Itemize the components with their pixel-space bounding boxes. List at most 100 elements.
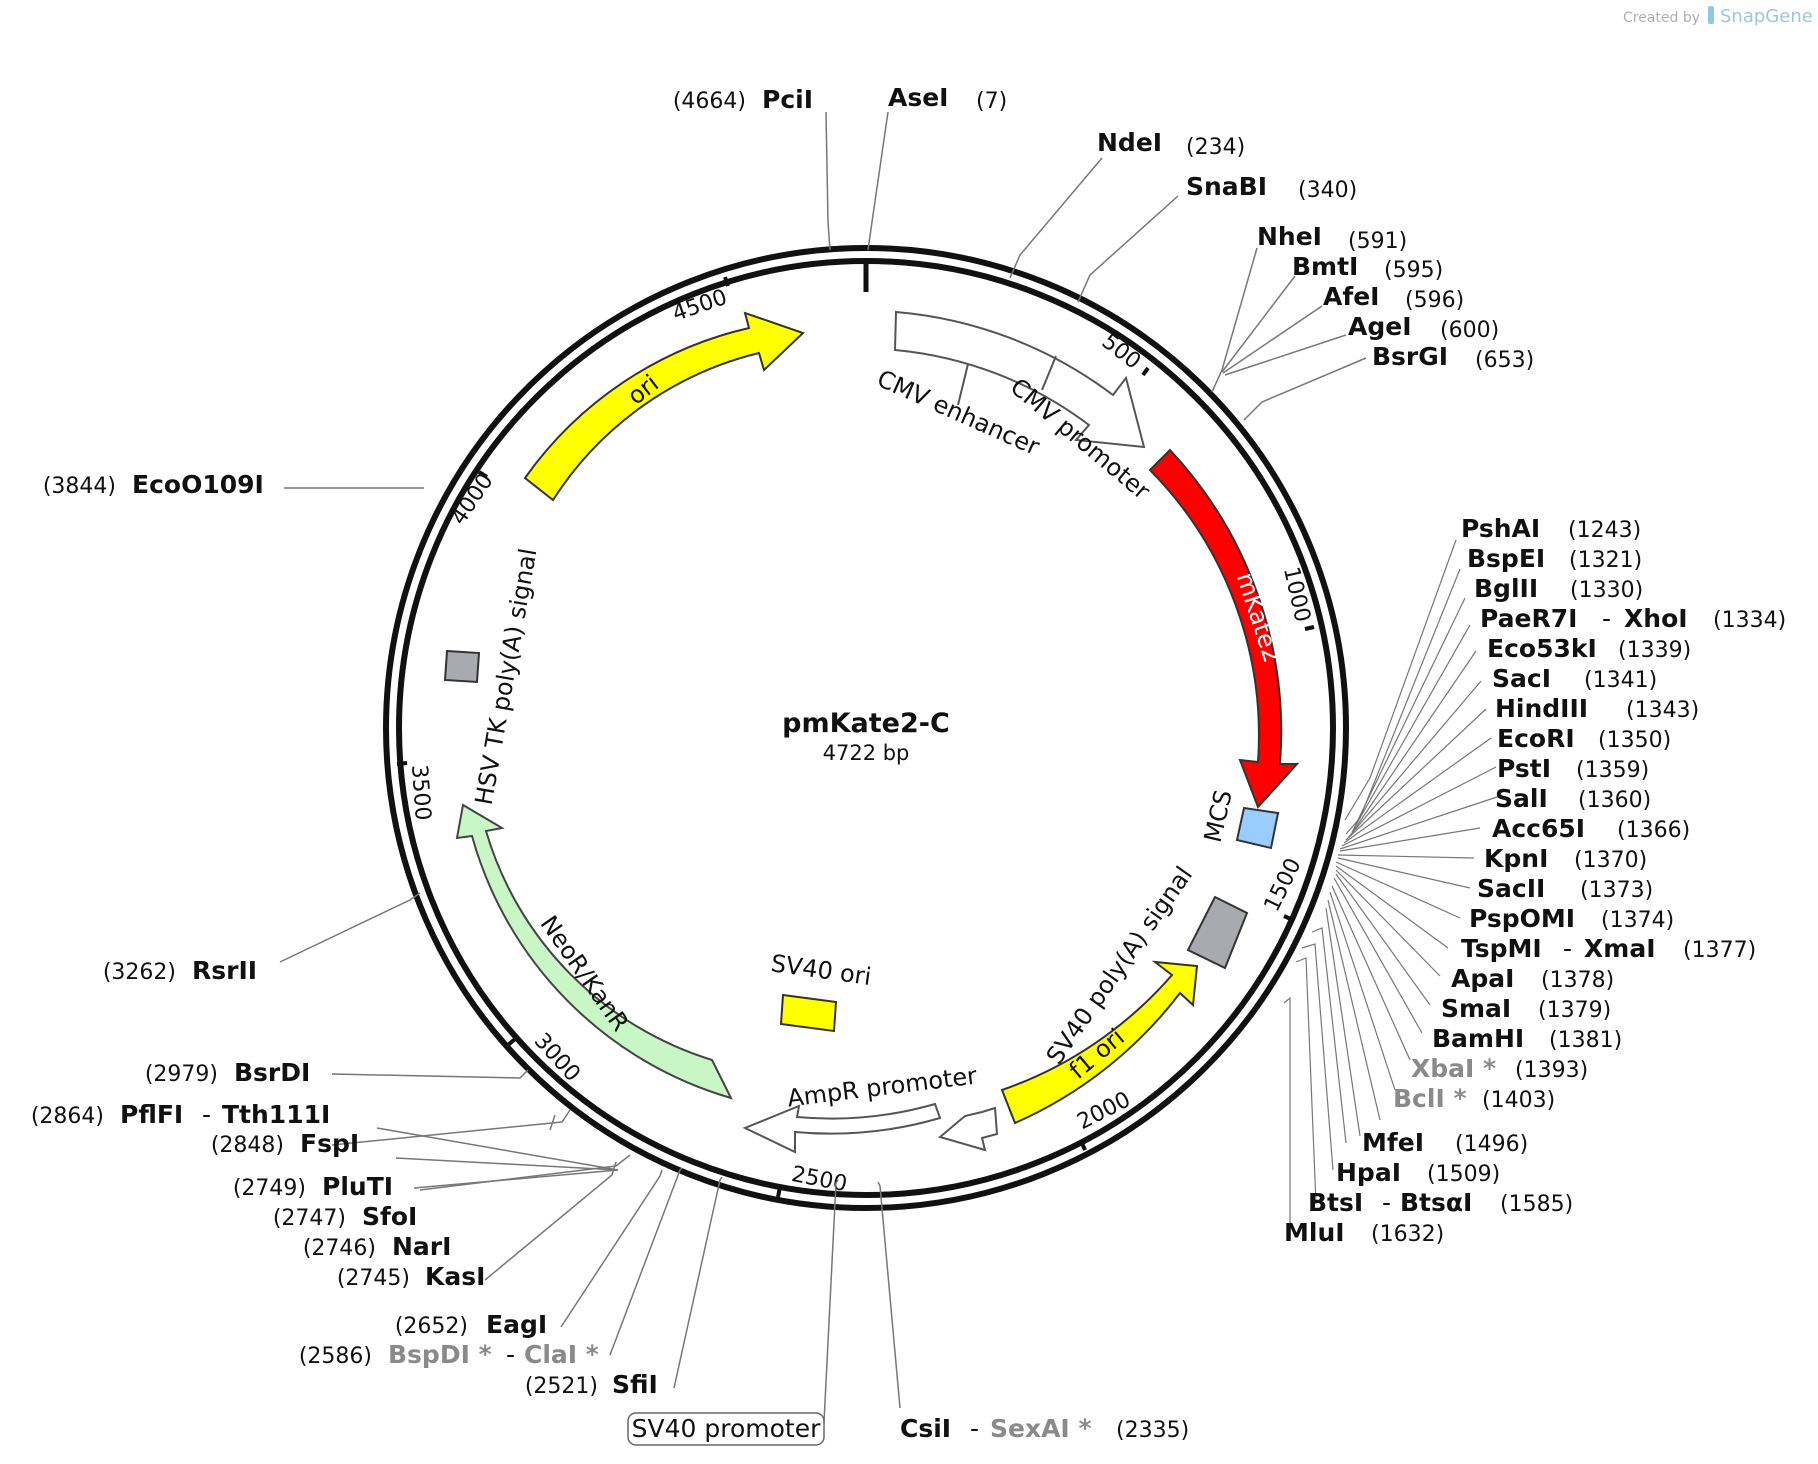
enzyme-hpai[interactable]: HpaI [1336,1158,1401,1187]
leader-snabi [1077,195,1179,303]
enzyme-psti[interactable]: PstI [1497,754,1551,783]
enzyme-fspi[interactable]: FspI [300,1129,359,1158]
separator-bspdi: - [506,1340,515,1369]
pos-eco0109i: (3844) [43,474,116,499]
feature-neor-arrow[interactable] [455,803,733,1100]
pos-bcli: (1403) [1482,1088,1555,1113]
enzyme-eagi[interactable]: EagI [486,1310,547,1339]
pos-paer7i: (1334) [1713,608,1786,633]
enzyme-nhei[interactable]: NheI [1257,222,1322,251]
tick-label-3500: 3500 [406,764,435,822]
feature-label-box-sv40-promoter [627,1412,825,1446]
enzyme-apai[interactable]: ApaI [1451,964,1514,993]
enzyme-eco0109i[interactable]: EcoO109I [132,470,264,499]
pos-bamhi: (1381) [1549,1028,1622,1053]
pos-fspi: (2848) [211,1133,284,1158]
enzyme-kpni[interactable]: KpnI [1484,844,1548,873]
feature-mcs-box[interactable] [1235,806,1280,850]
pos-bglii: (1330) [1570,578,1643,603]
leader-ndei [1009,157,1103,279]
enzyme-bspdi[interactable]: BspDI * [388,1340,492,1369]
pos-psti: (1359) [1576,758,1649,783]
enzyme-tth111i[interactable]: Tth111I [222,1100,330,1129]
enzyme-csii[interactable]: CsiI [900,1414,951,1443]
enzyme-kasi[interactable]: KasI [425,1262,485,1291]
pos-mlui: (1632) [1371,1222,1444,1247]
feature-f1-ori-arrow[interactable] [1000,960,1199,1125]
enzyme-mlui[interactable]: MluI [1284,1218,1345,1247]
enzyme-bcli[interactable]: BclI * [1393,1084,1467,1113]
pos-hpai: (1509) [1427,1162,1500,1187]
pos-afei: (596) [1405,288,1464,313]
credit-prefix: Created by [1623,10,1700,26]
pos-sacii: (1373) [1580,878,1653,903]
enzyme-asei[interactable]: AseI [888,83,949,112]
enzyme-bsrdi[interactable]: BsrDI [234,1058,310,1087]
enzyme-ecori[interactable]: EcoRI [1497,724,1575,753]
enzyme-snabi[interactable]: SnaBI [1186,172,1267,201]
enzyme-nari[interactable]: NarI [392,1232,451,1261]
pos-tspmi: (1377) [1683,938,1756,963]
pos-acc65i: (1366) [1617,818,1690,843]
enzyme-sfii[interactable]: SfiI [612,1370,658,1399]
enzyme-xhoi[interactable]: XhoI [1624,604,1688,633]
enzyme-hindiii[interactable]: HindIII [1495,694,1588,723]
separator-paer7i: - [1602,604,1611,633]
enzyme-smai[interactable]: SmaI [1441,994,1511,1023]
snapgene-credit: Created by SnapGene [1623,6,1813,27]
enzyme-bglii[interactable]: BglII [1474,574,1538,603]
enzyme-pcii[interactable]: PciI [762,85,813,114]
feature-mkate2-arrow[interactable] [1148,448,1300,809]
enzyme-bspei[interactable]: BspEI [1467,544,1545,573]
enzyme-bamhi[interactable]: BamHI [1432,1024,1524,1053]
pos-pcii: (4664) [673,89,746,114]
enzyme-xmai[interactable]: XmaI [1584,934,1656,963]
enzyme-sacii[interactable]: SacII [1477,874,1545,903]
enzyme-acc65i[interactable]: Acc65I [1492,814,1585,843]
enzyme-pshai[interactable]: PshAI [1461,514,1540,543]
enzyme-clai[interactable]: ClaI * [524,1340,599,1369]
enzyme-xbai[interactable]: XbaI * [1411,1054,1496,1083]
cmv-enhancer-divider [957,363,969,406]
enzyme-pspomi[interactable]: PspOMI [1469,904,1575,933]
feature-label-hsv-polya: HSV TK poly(A) signal [470,546,543,807]
enzyme-btsi[interactable]: BtsI [1308,1188,1363,1217]
feature-label-sv40-ori: SV40 ori [769,949,873,991]
enzyme-afei[interactable]: AfeI [1323,282,1379,311]
enzyme-saci[interactable]: SacI [1492,664,1551,693]
separator-csii: - [970,1414,979,1443]
pos-bsrgi: (653) [1475,348,1534,373]
enzyme-sfoi[interactable]: SfoI [362,1202,417,1231]
feature-cmv-promoter-arrow[interactable] [893,310,1146,449]
feature-sv40-polya-box[interactable] [1186,895,1249,970]
pos-bspei: (1321) [1569,548,1642,573]
enzyme-tspmi[interactable]: TspMI [1461,934,1542,963]
feature-ori-arrow[interactable] [523,311,805,502]
feature-sv40-ori-box[interactable] [779,993,838,1033]
plasmid-name: pmKate2-C [782,708,950,739]
feature-sv40-promoter-arrow[interactable] [742,1102,942,1154]
enzyme-eco53ki[interactable]: Eco53kI [1487,634,1597,663]
feature-label-mcs: MCS [1199,787,1238,845]
tick-1000 [1304,625,1315,631]
mcs-fan-lines [1283,539,1501,1238]
enzyme-pflfi[interactable]: PflFI [120,1100,183,1129]
enzyme-bsrgi[interactable]: BsrGI [1372,342,1448,371]
enzyme-pluti[interactable]: PluTI [322,1172,393,1201]
pos-pflfi: (2864) [31,1104,104,1129]
feature-ampr-promoter-small-arrow[interactable] [937,1106,999,1152]
enzyme-mfei[interactable]: MfeI [1362,1128,1424,1157]
enzyme-sali[interactable]: SalI [1495,784,1548,813]
enzyme-agei[interactable]: AgeI [1348,312,1412,341]
enzyme-rsrii[interactable]: RsrII [192,956,257,985]
enzyme-labels: (4664) PciI AseI (7) NdeI (234) SnaBI (3… [31,83,1786,1446]
enzyme-ndei[interactable]: NdeI [1097,128,1162,157]
pos-btsi: (1585) [1500,1192,1573,1217]
enzyme-btsai[interactable]: BtsαI [1400,1188,1472,1217]
pos-bsrdi: (2979) [145,1062,218,1087]
enzyme-sexai[interactable]: SexAI * [990,1414,1092,1443]
feature-hsv-polya-box[interactable] [443,649,481,684]
enzyme-paer7i[interactable]: PaeR7I [1480,604,1577,633]
enzyme-bmti[interactable]: BmtI [1292,252,1358,281]
